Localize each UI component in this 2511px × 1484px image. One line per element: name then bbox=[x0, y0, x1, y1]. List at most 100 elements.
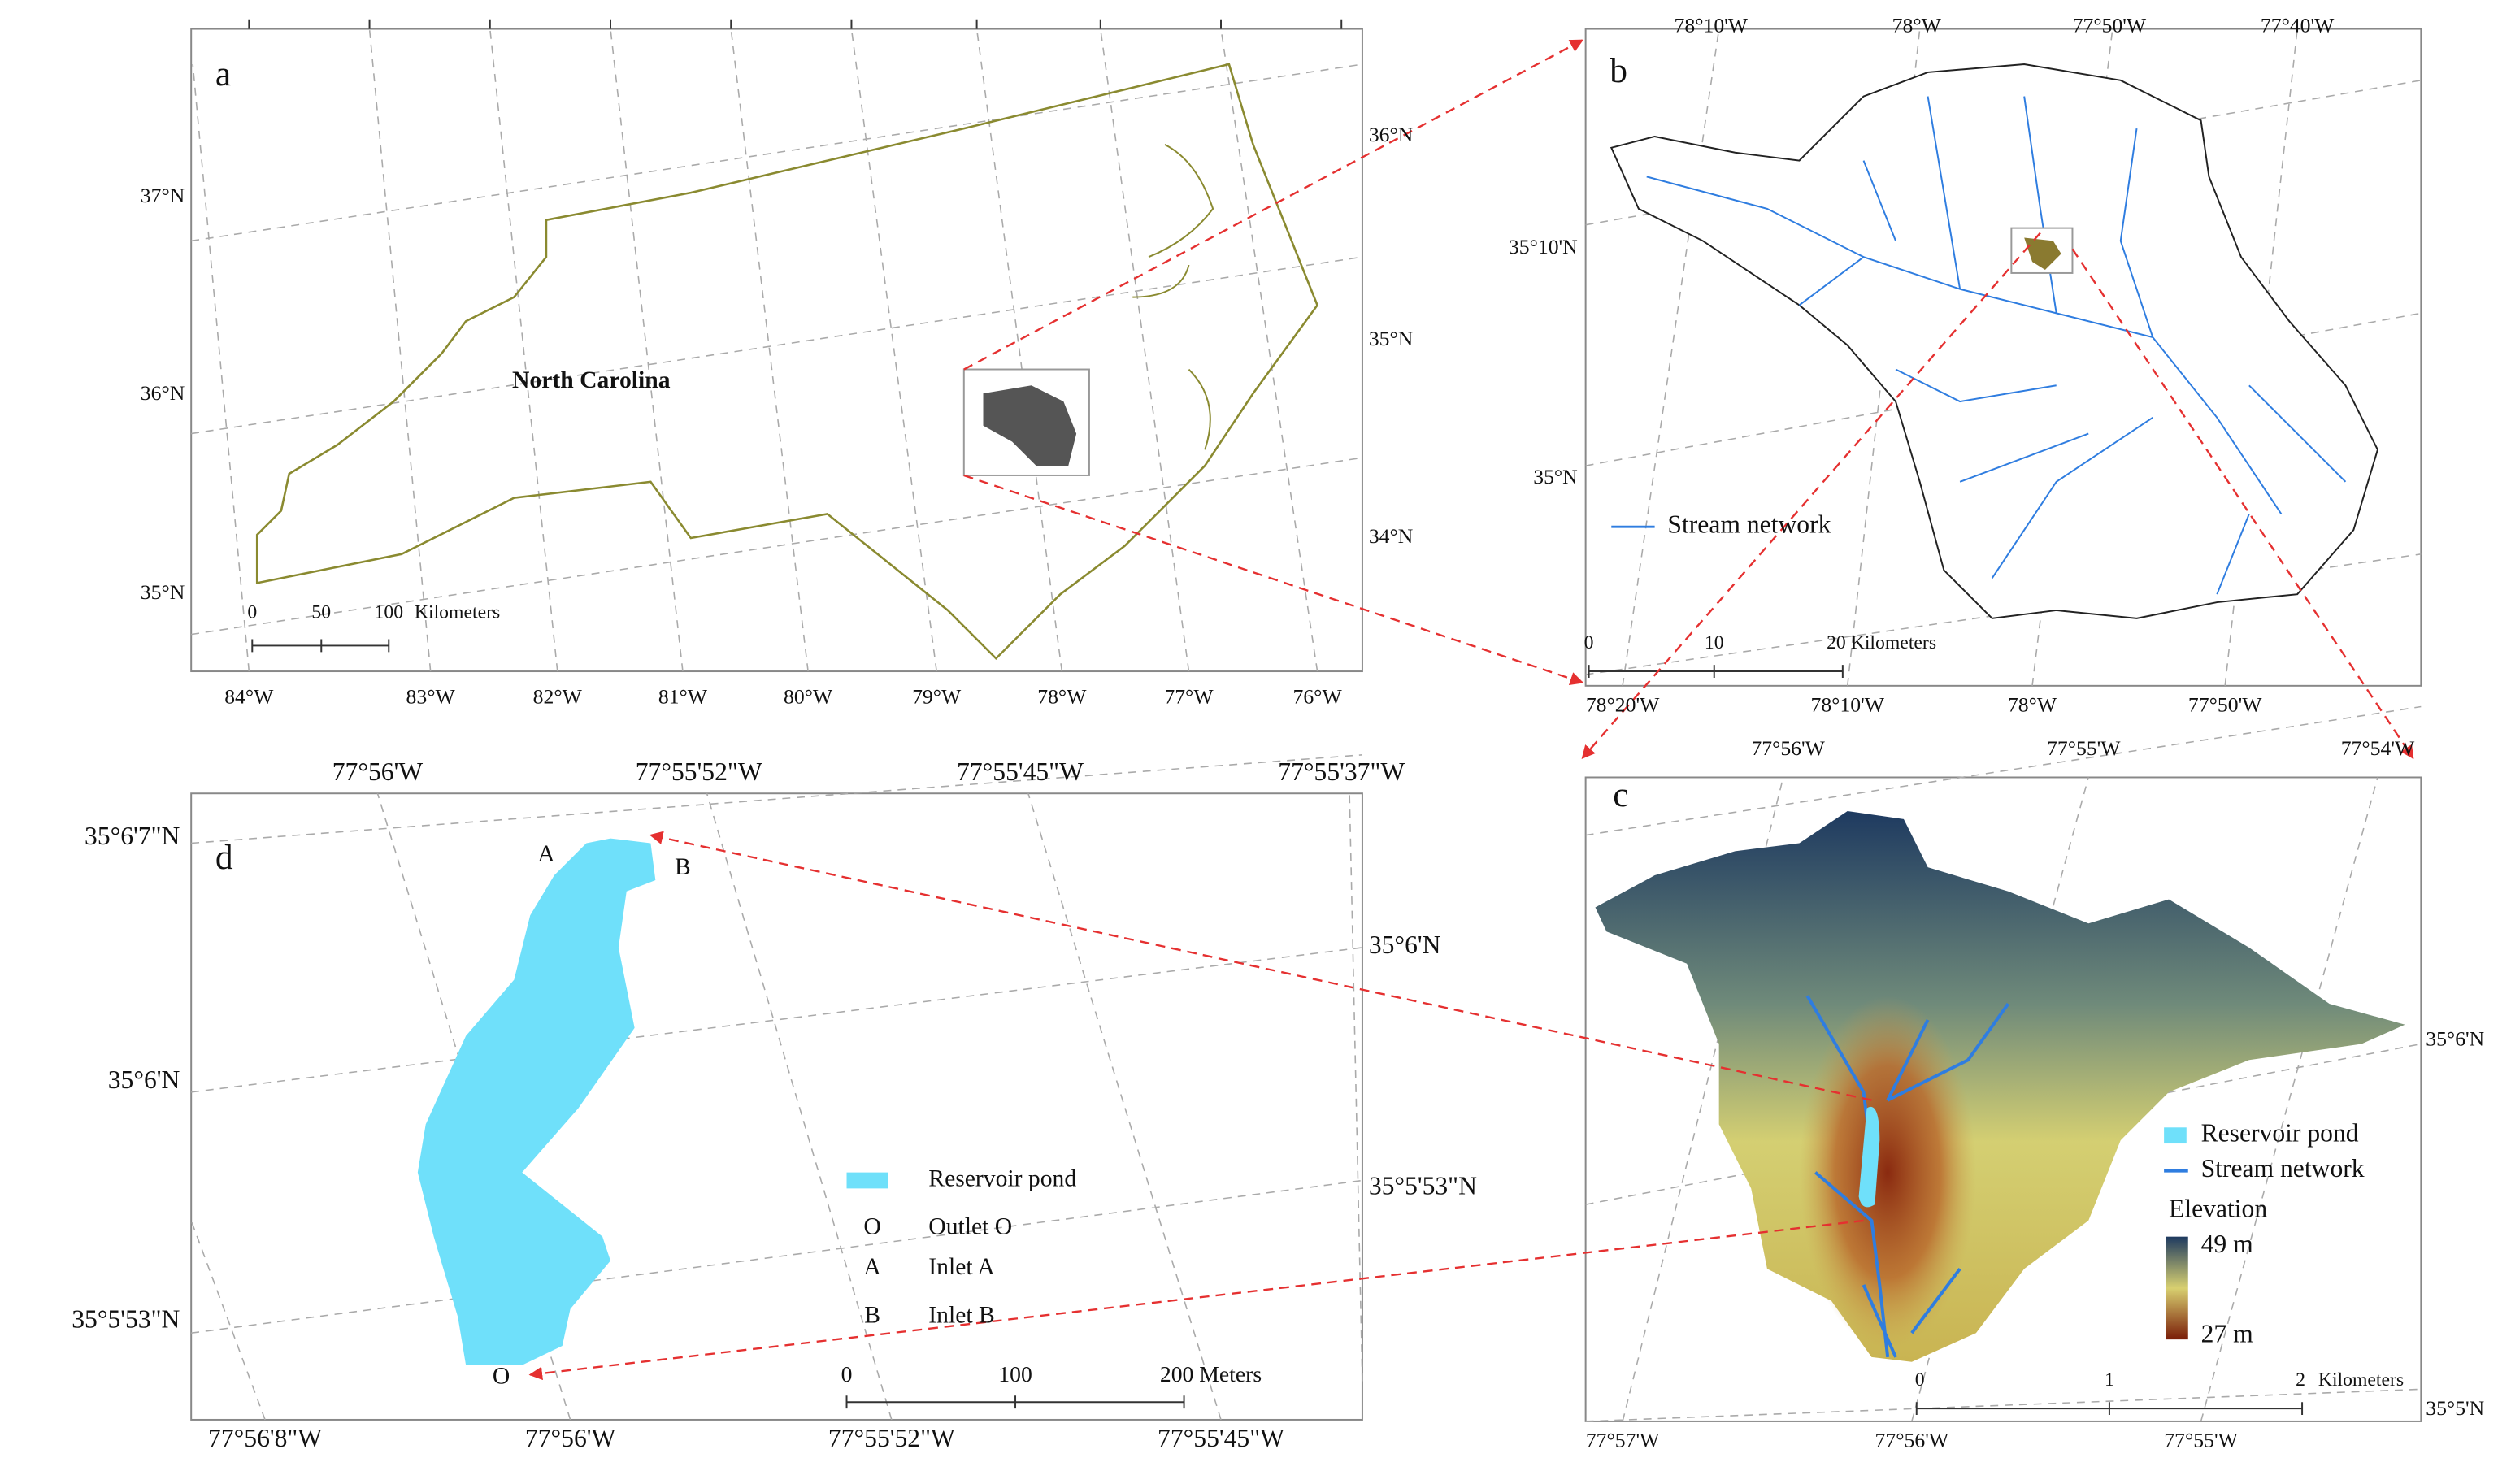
frame bbox=[190, 28, 1363, 673]
c-lat-right: 35°6'N bbox=[2426, 1026, 2484, 1050]
c-legend: 49 m bbox=[2201, 1230, 2254, 1258]
pond bbox=[1858, 1106, 1880, 1208]
inset-dem bbox=[983, 385, 1077, 466]
d-legend: Inlet B bbox=[928, 1302, 994, 1328]
c-legend: Elevation bbox=[2169, 1194, 2267, 1222]
d-lat-right: 35°6'N bbox=[1369, 931, 1441, 959]
ticks bbox=[248, 19, 1343, 29]
panel-a bbox=[190, 19, 1363, 673]
arrows bbox=[528, 39, 2414, 1381]
c-lon-bottom: 77°55'W bbox=[2164, 1429, 2238, 1452]
d-legend: Outlet O bbox=[928, 1214, 1012, 1240]
d-lon-bottom: 77°55'45"W bbox=[1158, 1424, 1284, 1452]
d-points: B bbox=[675, 854, 691, 880]
a-title: North Carolina bbox=[512, 367, 671, 393]
d-legend: O bbox=[863, 1214, 880, 1240]
c-lon-top: 77°56'W bbox=[1751, 736, 1825, 760]
d-lon-top: 77°55'37"W bbox=[1278, 757, 1405, 786]
graticule bbox=[191, 28, 1363, 672]
graticule bbox=[190, 754, 1363, 1421]
colorbar bbox=[2166, 1236, 2188, 1340]
d-lon-top: 77°55'52"W bbox=[636, 757, 762, 786]
b-lon-bottom: 78°20'W bbox=[1586, 692, 1660, 716]
b-lon-top: 77°50'W bbox=[2073, 13, 2147, 37]
a-lon-bottom: 82°W bbox=[533, 685, 583, 709]
dem bbox=[1595, 810, 2405, 1362]
d-label: d bbox=[215, 838, 233, 877]
a-lat-right: 36°N bbox=[1369, 123, 1414, 146]
c-legend: Reservoir pond bbox=[2201, 1118, 2359, 1147]
panel-b bbox=[1584, 28, 2422, 687]
d-lon-top: 77°55'45"W bbox=[957, 757, 1084, 786]
a-lat-left: 37°N bbox=[141, 184, 185, 207]
b-lat-left: 35°N bbox=[1533, 465, 1578, 488]
c-lon-bottom: 77°57'W bbox=[1586, 1429, 1660, 1452]
d-lon-top: 77°56'W bbox=[332, 757, 424, 786]
arrow bbox=[528, 1219, 1864, 1381]
a-lon-bottom: 80°W bbox=[784, 685, 833, 709]
a-scale-bar: 0 bbox=[247, 601, 257, 623]
frame bbox=[1584, 776, 2422, 1422]
streams bbox=[1805, 995, 2010, 1358]
d-legend: B bbox=[864, 1302, 880, 1328]
b-lon-bottom: 77°50'W bbox=[2188, 692, 2262, 716]
a-lon-bottom: 78°W bbox=[1037, 685, 1087, 709]
a-lat-right: 34°N bbox=[1369, 524, 1414, 548]
c-lon-bottom: 77°56'W bbox=[1875, 1429, 1949, 1452]
d-legend: Reservoir pond bbox=[928, 1165, 1076, 1191]
b-lon-bottom: 78°10'W bbox=[1811, 692, 1885, 716]
scale-bar bbox=[845, 1395, 1185, 1409]
b-scale-bar: Kilometers bbox=[1851, 632, 1936, 653]
watershed bbox=[1610, 63, 2379, 619]
panel-d bbox=[190, 754, 1363, 1421]
a-lat-left: 36°N bbox=[141, 381, 185, 405]
b-legend: Stream network bbox=[1667, 510, 1831, 538]
arrow bbox=[963, 474, 1584, 686]
c-scale-bar: Kilometers bbox=[2318, 1369, 2404, 1391]
b-lat-left: 35°10'N bbox=[1509, 235, 1578, 258]
b-lon-top: 77°40'W bbox=[2261, 13, 2335, 37]
c-legend: Stream network bbox=[2201, 1154, 2365, 1182]
arrow bbox=[2071, 248, 2414, 760]
d-scale-bar: 200 Meters bbox=[1160, 1361, 1262, 1386]
arrow bbox=[1581, 232, 2041, 760]
valley bbox=[1799, 996, 1976, 1349]
d-scale-bar: 100 bbox=[998, 1361, 1032, 1386]
d-points: A bbox=[537, 841, 555, 867]
pond bbox=[417, 838, 656, 1365]
frame bbox=[190, 792, 1363, 1421]
a-label: a bbox=[215, 54, 231, 93]
a-lon-bottom: 79°W bbox=[912, 685, 962, 709]
d-lat-left: 35°6'N bbox=[108, 1065, 180, 1094]
b-label: b bbox=[1610, 51, 1627, 90]
c-label: c bbox=[1613, 775, 1628, 814]
a-lon-bottom: 84°W bbox=[224, 685, 274, 709]
b-lon-top: 78°W bbox=[1892, 13, 1942, 37]
a-lon-bottom: 81°W bbox=[658, 685, 708, 709]
a-lon-bottom: 83°W bbox=[406, 685, 456, 709]
scale-bar bbox=[1588, 665, 1844, 678]
a-scale-bar: 100 bbox=[374, 601, 403, 623]
legend-swatch bbox=[846, 1172, 888, 1189]
a-scale-bar: 50 bbox=[311, 601, 331, 623]
legend-swatch bbox=[2164, 1127, 2187, 1144]
inset-dem bbox=[2024, 237, 2061, 270]
d-lat-left: 35°5'53"N bbox=[72, 1305, 180, 1334]
d-lon-bottom: 77°56'8"W bbox=[208, 1424, 322, 1452]
b-scale-bar: 10 bbox=[1705, 632, 1724, 653]
c-scale-bar: 1 bbox=[2105, 1369, 2114, 1391]
a-lon-bottom: 77°W bbox=[1164, 685, 1214, 709]
a-lat-right: 35°N bbox=[1369, 327, 1414, 350]
sounds bbox=[1132, 143, 1214, 450]
a-lat-left: 35°N bbox=[141, 580, 185, 604]
frame bbox=[1584, 28, 2422, 687]
scale-bar bbox=[251, 639, 390, 653]
d-lon-bottom: 77°56'W bbox=[525, 1424, 616, 1452]
c-scale-bar: 2 bbox=[2296, 1369, 2305, 1391]
d-legend: A bbox=[863, 1254, 881, 1280]
d-lat-right: 35°5'53"N bbox=[1369, 1172, 1477, 1200]
d-lon-bottom: 77°55'52"W bbox=[828, 1424, 955, 1452]
a-scale-bar: Kilometers bbox=[415, 601, 500, 623]
c-lon-top: 77°55'W bbox=[2047, 736, 2121, 760]
